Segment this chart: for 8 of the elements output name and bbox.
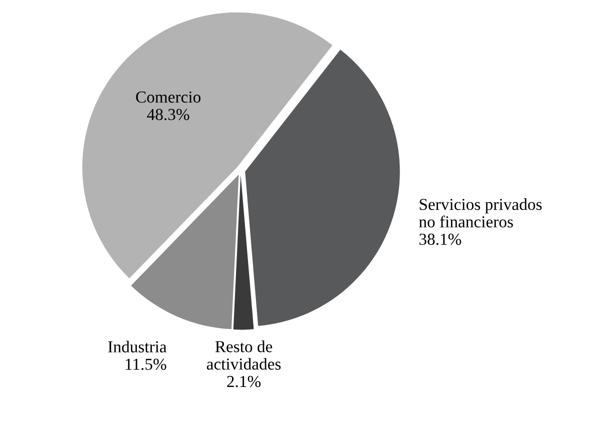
data-label: 2.1% [227,376,261,388]
slice-label: Comercio [136,92,200,103]
slice-label: Industria [108,340,167,352]
slice-label: Servicios privados no financieros [419,198,542,228]
slice-label: Resto de actividades [206,340,281,370]
data-label: 11.5% [126,358,166,370]
data-label: 48.3% [147,108,190,120]
data-label: 38.1% [419,234,462,245]
